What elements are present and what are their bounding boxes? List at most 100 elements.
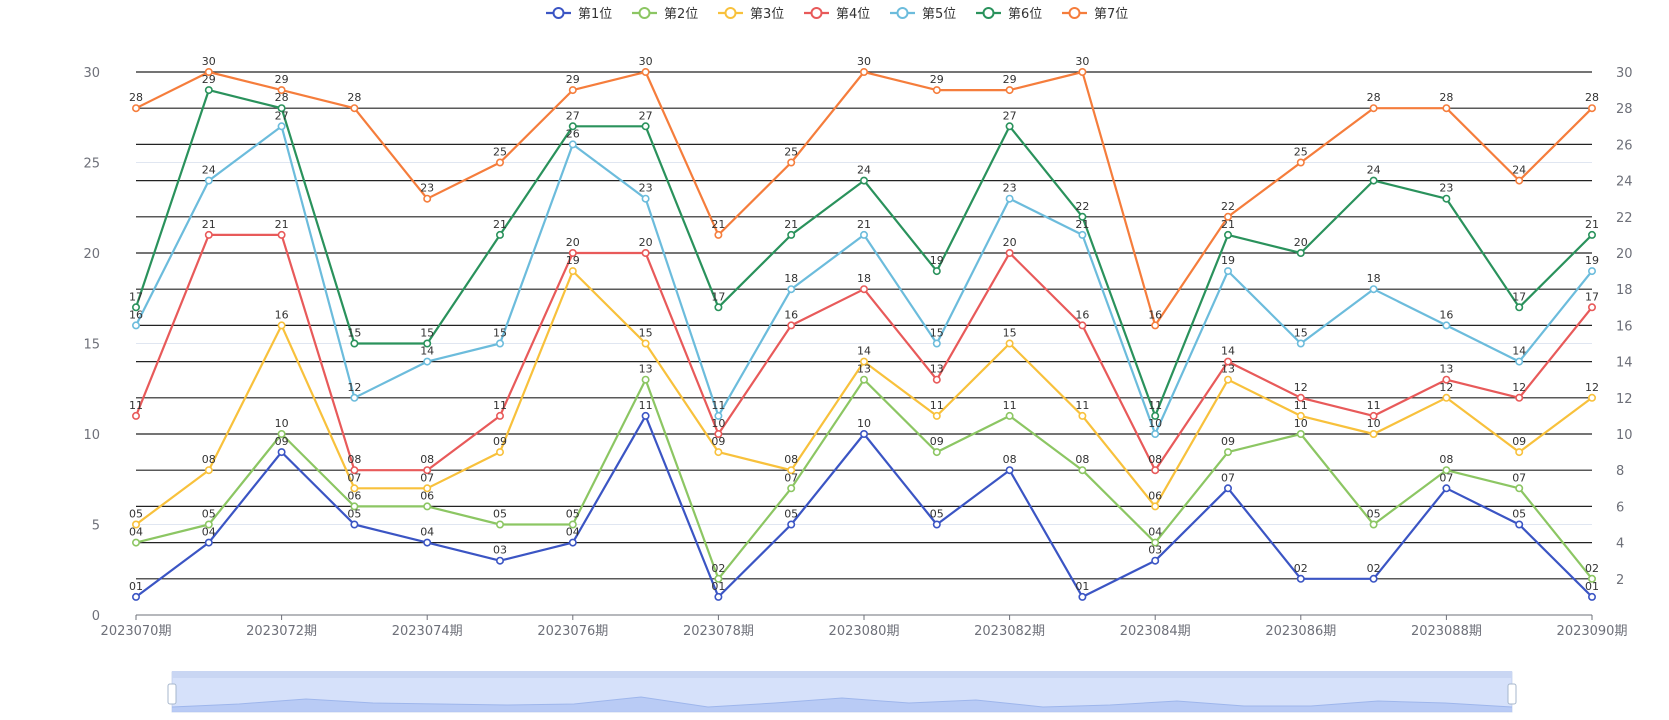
data-point[interactable] xyxy=(423,466,432,475)
data-point[interactable] xyxy=(932,520,941,529)
data-point[interactable] xyxy=(1224,484,1233,493)
data-point[interactable] xyxy=(350,466,359,475)
data-point[interactable] xyxy=(568,140,577,149)
zoom-selection[interactable] xyxy=(172,672,1512,712)
data-point[interactable] xyxy=(132,303,141,312)
data-point[interactable] xyxy=(714,448,723,457)
data-point[interactable] xyxy=(1369,176,1378,185)
legend[interactable]: 第1位 第2位 第3位 第4位 第5位 第6位 第7位 xyxy=(546,7,1128,22)
data-point[interactable] xyxy=(787,158,796,167)
data-point[interactable] xyxy=(277,122,286,131)
data-point[interactable] xyxy=(350,339,359,348)
data-point[interactable] xyxy=(641,122,650,131)
data-point[interactable] xyxy=(132,592,141,601)
data-point[interactable] xyxy=(568,249,577,258)
data-point[interactable] xyxy=(568,520,577,529)
data-point[interactable] xyxy=(423,538,432,547)
data-point[interactable] xyxy=(932,411,941,420)
data-point[interactable] xyxy=(1369,520,1378,529)
data-point[interactable] xyxy=(1369,574,1378,583)
data-point[interactable] xyxy=(1515,176,1524,185)
data-point[interactable] xyxy=(714,230,723,239)
legend-item-5[interactable]: 第5位 xyxy=(890,7,956,22)
data-point[interactable] xyxy=(1442,104,1451,113)
data-point[interactable] xyxy=(277,321,286,330)
data-point[interactable] xyxy=(350,520,359,529)
data-point[interactable] xyxy=(1296,393,1305,402)
data-point[interactable] xyxy=(1588,592,1597,601)
data-point[interactable] xyxy=(568,267,577,276)
data-point[interactable] xyxy=(1515,357,1524,366)
data-point[interactable] xyxy=(423,194,432,203)
data-point[interactable] xyxy=(132,411,141,420)
data-point[interactable] xyxy=(1224,230,1233,239)
data-point[interactable] xyxy=(932,267,941,276)
data-point[interactable] xyxy=(1588,104,1597,113)
data-point[interactable] xyxy=(932,448,941,457)
data-point[interactable] xyxy=(495,339,504,348)
data-point[interactable] xyxy=(1151,411,1160,420)
data-point[interactable] xyxy=(495,520,504,529)
data-point[interactable] xyxy=(1369,429,1378,438)
data-point[interactable] xyxy=(1442,466,1451,475)
data-point[interactable] xyxy=(1369,411,1378,420)
data-point[interactable] xyxy=(1442,194,1451,203)
legend-item-2[interactable]: 第2位 xyxy=(632,7,698,22)
data-point[interactable] xyxy=(1296,158,1305,167)
zoom-handle-right[interactable] xyxy=(1507,683,1517,705)
data-point[interactable] xyxy=(350,484,359,493)
data-point[interactable] xyxy=(859,176,868,185)
data-point[interactable] xyxy=(714,303,723,312)
data-point[interactable] xyxy=(1078,466,1087,475)
data-point[interactable] xyxy=(1151,321,1160,330)
data-point[interactable] xyxy=(277,429,286,438)
data-point[interactable] xyxy=(1588,393,1597,402)
data-point[interactable] xyxy=(1442,393,1451,402)
data-point[interactable] xyxy=(568,86,577,95)
data-point[interactable] xyxy=(859,68,868,77)
data-point[interactable] xyxy=(1078,212,1087,221)
data-point[interactable] xyxy=(787,484,796,493)
data-point[interactable] xyxy=(1078,411,1087,420)
data-point[interactable] xyxy=(1224,357,1233,366)
legend-item-6[interactable]: 第6位 xyxy=(976,7,1042,22)
legend-item-4[interactable]: 第4位 xyxy=(804,7,870,22)
data-point[interactable] xyxy=(787,285,796,294)
legend-item-7[interactable]: 第7位 xyxy=(1062,7,1128,22)
data-point[interactable] xyxy=(495,448,504,457)
zoom-handle-left[interactable] xyxy=(167,683,177,705)
data-point[interactable] xyxy=(1078,592,1087,601)
data-point[interactable] xyxy=(787,230,796,239)
data-point[interactable] xyxy=(204,68,213,77)
data-point[interactable] xyxy=(1515,484,1524,493)
data-point[interactable] xyxy=(859,230,868,239)
data-point[interactable] xyxy=(859,429,868,438)
legend-item-3[interactable]: 第3位 xyxy=(718,7,784,22)
data-point[interactable] xyxy=(204,520,213,529)
data-point[interactable] xyxy=(1369,104,1378,113)
data-zoom-slider[interactable] xyxy=(167,671,1517,713)
data-point[interactable] xyxy=(568,538,577,547)
data-point[interactable] xyxy=(495,556,504,565)
data-point[interactable] xyxy=(1515,520,1524,529)
data-point[interactable] xyxy=(641,194,650,203)
data-point[interactable] xyxy=(787,466,796,475)
data-point[interactable] xyxy=(1005,249,1014,258)
data-point[interactable] xyxy=(1005,122,1014,131)
data-point[interactable] xyxy=(132,538,141,547)
data-point[interactable] xyxy=(1151,538,1160,547)
data-point[interactable] xyxy=(1515,448,1524,457)
data-point[interactable] xyxy=(1588,574,1597,583)
data-point[interactable] xyxy=(641,411,650,420)
data-point[interactable] xyxy=(1515,303,1524,312)
data-point[interactable] xyxy=(204,176,213,185)
data-point[interactable] xyxy=(1588,230,1597,239)
data-point[interactable] xyxy=(859,375,868,384)
data-point[interactable] xyxy=(495,230,504,239)
data-point[interactable] xyxy=(1296,411,1305,420)
data-point[interactable] xyxy=(350,502,359,511)
data-point[interactable] xyxy=(204,538,213,547)
data-point[interactable] xyxy=(277,86,286,95)
data-point[interactable] xyxy=(1224,375,1233,384)
legend-item-1[interactable]: 第1位 xyxy=(546,7,612,22)
